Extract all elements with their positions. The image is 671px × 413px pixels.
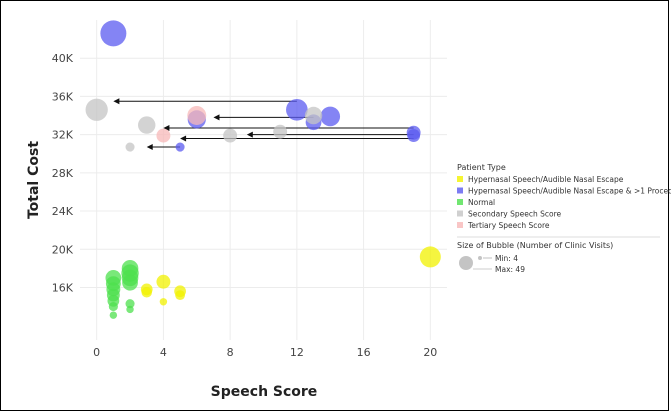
- x-axis-title: Speech Score: [211, 384, 318, 400]
- bubble-point: [122, 274, 138, 291]
- legend-size-min-bubble: [478, 256, 482, 260]
- legend-size-title: Size of Bubble (Number of Clinic Visits): [457, 241, 613, 250]
- legend-item-label: Hypernasal Speech/Audible Nasal Escape: [468, 175, 624, 184]
- legend-size-max-label: Max: 49: [495, 265, 525, 274]
- bubble-point: [156, 128, 171, 143]
- legend-swatch: [457, 187, 463, 194]
- x-tick-label: 0: [93, 346, 100, 359]
- arrow-head: [113, 98, 120, 105]
- y-tick-label: 36K: [52, 90, 74, 103]
- series-0: [140, 246, 441, 306]
- arrow-head: [146, 144, 153, 151]
- x-tick-label: 16: [357, 346, 371, 359]
- legend-swatch: [457, 210, 463, 217]
- bubble-point: [126, 305, 134, 314]
- y-axis-title: Total Cost: [26, 141, 42, 219]
- legend-item-label: Tertiary Speech Score: [467, 221, 550, 230]
- bubble-point: [187, 106, 207, 125]
- bubble-point: [407, 129, 421, 143]
- bubble-point: [100, 20, 127, 47]
- x-tick-label: 20: [423, 346, 437, 359]
- legend-items: Hypernasal Speech/Audible Nasal Escape Hy…: [457, 175, 671, 230]
- bubble-point: [223, 128, 238, 143]
- arrow-head: [180, 135, 187, 142]
- series-3: [85, 98, 323, 152]
- y-tick-label: 40K: [52, 52, 74, 65]
- y-tick-label: 16K: [52, 281, 74, 294]
- y-tick-label: 24K: [52, 205, 74, 218]
- bubble-point: [419, 246, 441, 268]
- bubble-layer: [85, 20, 441, 319]
- arrow-head: [246, 131, 253, 138]
- legend-size-min-label: Min: 4: [495, 254, 518, 263]
- x-tick-label: 12: [290, 346, 304, 359]
- bubble-point: [125, 142, 135, 152]
- bubble-point: [273, 124, 288, 139]
- bubble-point: [304, 106, 323, 125]
- bubble-point: [156, 274, 171, 289]
- bubble-point: [109, 311, 118, 319]
- legend-item-label: Normal: [468, 198, 495, 207]
- bubble-point: [141, 286, 152, 298]
- bubble-point: [125, 299, 135, 309]
- arrow-head: [213, 114, 220, 121]
- legend-size-max-bubble: [459, 256, 473, 270]
- x-axis-ticks: 0 4 8 12 16 20: [93, 346, 437, 359]
- series-2: [105, 260, 139, 319]
- y-tick-label: 20K: [52, 243, 74, 256]
- legend-swatch: [457, 199, 463, 205]
- series-4: [156, 106, 207, 143]
- y-tick-label: 28K: [52, 167, 74, 180]
- bubble-point: [320, 106, 341, 127]
- x-tick-label: 8: [227, 346, 234, 359]
- legend: Patient Type Hypernasal Speech/Audible N…: [457, 163, 671, 274]
- bubble-point: [85, 98, 108, 121]
- legend-swatch: [457, 176, 463, 182]
- legend-item-label: Hypernasal Speech/Audible Nasal Escape &…: [468, 187, 671, 196]
- legend-item-label: Secondary Speech Score: [468, 210, 562, 219]
- bubble-point: [286, 98, 308, 121]
- bubble-point: [108, 302, 118, 312]
- legend-title: Patient Type: [457, 163, 506, 172]
- bubble-point: [159, 298, 168, 306]
- arrow-layer: [113, 98, 414, 151]
- legend-swatch: [457, 222, 463, 228]
- y-tick-label: 32K: [52, 129, 74, 142]
- grid-lines: [80, 20, 447, 340]
- bubble-point: [175, 290, 186, 301]
- bubble-point: [138, 116, 156, 134]
- bubble-point: [175, 142, 185, 152]
- x-tick-label: 4: [160, 346, 167, 359]
- arrow-head: [163, 124, 170, 131]
- y-axis-ticks: 16K 20K 24K 28K 32K 36K 40K: [52, 52, 74, 294]
